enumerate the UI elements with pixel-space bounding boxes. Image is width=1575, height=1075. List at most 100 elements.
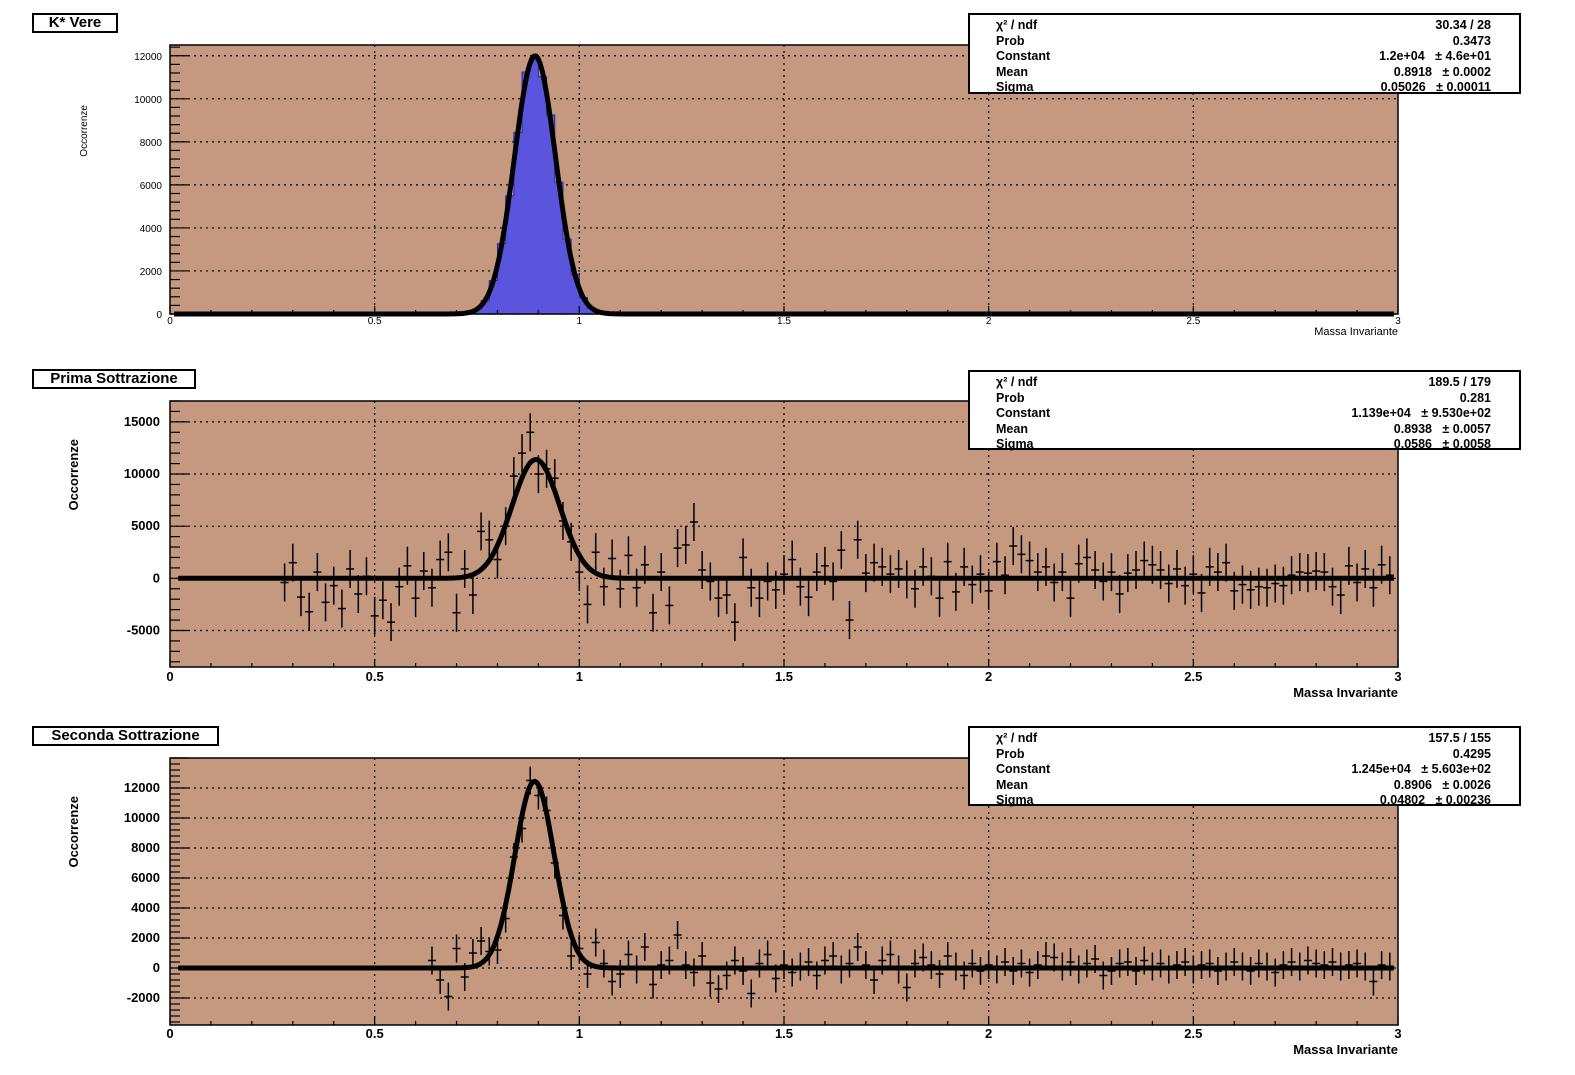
- fit-stats-box: χ² / ndf 30.34 / 28 Prob 0.3473 Constant 1.2e…: [968, 13, 1521, 94]
- x-tick-label: 1.5: [775, 669, 793, 684]
- y-tick-label: 10000: [124, 466, 160, 481]
- stats-row: Sigma 0.0586 ± 0.0058: [970, 437, 1519, 452]
- x-tick-label: 0: [167, 316, 173, 327]
- stats-row: Mean 0.8906 ± 0.0026: [970, 778, 1519, 793]
- y-tick-label: 2000: [140, 267, 163, 278]
- x-tick-label: 2.5: [1184, 1026, 1202, 1041]
- fit-stats-box: χ² / ndf 189.5 / 179 Prob 0.281 Constant 1.13…: [968, 370, 1521, 452]
- stats-value: 0.0586 ± 0.0058: [1393, 437, 1491, 451]
- y-tick-label: 10000: [124, 810, 160, 825]
- x-tick-label: 0.5: [366, 1026, 384, 1041]
- x-tick-label: 1: [577, 316, 583, 327]
- y-tick-label: -2000: [127, 990, 160, 1005]
- stats-value: 189.5 / 179: [1428, 375, 1491, 389]
- stats-value: 0.4295: [1452, 747, 1491, 761]
- stats-value: 0.8918 ± 0.0002: [1393, 65, 1491, 79]
- stats-row: Mean 0.8918 ± 0.0002: [970, 65, 1519, 80]
- x-tick-label: 1: [576, 1026, 583, 1041]
- x-tick-label: 2: [986, 316, 992, 327]
- x-tick-label: 2.5: [1186, 316, 1200, 327]
- stats-row: Mean 0.8938 ± 0.0057: [970, 422, 1519, 437]
- stats-row: χ² / ndf 189.5 / 179: [970, 375, 1519, 390]
- stats-label: Mean: [996, 778, 1028, 792]
- stats-value: 1.139e+04 ± 9.530e+02: [1351, 406, 1491, 420]
- stats-label: Sigma: [996, 80, 1034, 94]
- y-tick-label: 12000: [124, 780, 160, 795]
- x-tick-label: 3: [1394, 669, 1401, 684]
- x-tick-label: 2: [985, 1026, 992, 1041]
- x-tick-label: 1: [576, 669, 583, 684]
- stats-label: Mean: [996, 65, 1028, 79]
- stats-value: 0.281: [1459, 391, 1491, 405]
- y-tick-label: 5000: [131, 518, 160, 533]
- y-tick-label: 12000: [134, 52, 162, 63]
- x-axis-label: Massa Invariante: [1293, 685, 1398, 700]
- stats-label: Prob: [996, 391, 1025, 405]
- fit-curve: [177, 457, 1395, 581]
- stats-value: 0.8906 ± 0.0026: [1393, 778, 1491, 792]
- y-tick-label: 6000: [131, 870, 160, 885]
- y-tick-label: 15000: [124, 414, 160, 429]
- stats-label: χ² / ndf: [996, 18, 1038, 32]
- y-tick-label: 2000: [131, 930, 160, 945]
- y-tick-label: 0: [153, 960, 160, 975]
- stats-row: Sigma 0.04802 ± 0.00236: [970, 793, 1519, 808]
- x-tick-label: 2: [985, 669, 992, 684]
- stats-label: χ² / ndf: [996, 731, 1038, 745]
- stats-label: Prob: [996, 747, 1025, 761]
- x-axis-label: Massa Invariante: [1314, 326, 1398, 338]
- stats-row: Constant 1.245e+04 ± 5.603e+02: [970, 762, 1519, 777]
- stats-label: Mean: [996, 422, 1028, 436]
- y-tick-label: 8000: [131, 840, 160, 855]
- plot-title: K* Vere: [32, 13, 118, 33]
- y-tick-label: 0: [153, 570, 160, 585]
- stats-value: 0.04802 ± 0.00236: [1379, 793, 1491, 807]
- y-tick-label: 4000: [131, 900, 160, 915]
- x-tick-label: 1.5: [775, 1026, 793, 1041]
- stats-row: χ² / ndf 157.5 / 155: [970, 731, 1519, 746]
- stats-label: Sigma: [996, 437, 1034, 451]
- x-tick-label: 1.5: [777, 316, 791, 327]
- stats-row: Sigma 0.05026 ± 0.00011: [970, 80, 1519, 95]
- y-tick-label: 10000: [134, 95, 162, 106]
- x-tick-label: 0: [166, 669, 173, 684]
- stats-row: Prob 0.3473: [970, 34, 1519, 49]
- y-tick-label: 6000: [140, 181, 163, 192]
- y-tick-label: 8000: [140, 138, 163, 149]
- y-axis-label: Occorrenze: [66, 796, 81, 868]
- stats-row: Constant 1.2e+04 ± 4.6e+01: [970, 49, 1519, 64]
- stats-label: Constant: [996, 49, 1051, 63]
- x-tick-label: 3: [1394, 1026, 1401, 1041]
- stats-label: Prob: [996, 34, 1025, 48]
- stats-value: 0.8938 ± 0.0057: [1393, 422, 1491, 436]
- x-tick-label: 3: [1395, 316, 1401, 327]
- x-tick-label: 0: [166, 1026, 173, 1041]
- stats-label: χ² / ndf: [996, 375, 1038, 389]
- x-tick-label: 2.5: [1184, 669, 1202, 684]
- y-tick-label: 4000: [140, 224, 163, 235]
- y-tick-label: -5000: [127, 622, 160, 637]
- x-tick-label: 0.5: [366, 669, 384, 684]
- x-axis-label: Massa Invariante: [1293, 1042, 1398, 1057]
- plot-title: Prima Sottrazione: [32, 369, 196, 389]
- fit-stats-box: χ² / ndf 157.5 / 155 Prob 0.4295 Constant 1.2…: [968, 726, 1521, 808]
- stats-value: 1.2e+04 ± 4.6e+01: [1379, 49, 1491, 63]
- y-axis-label: Occorrenze: [66, 439, 81, 511]
- stats-label: Sigma: [996, 793, 1034, 807]
- stats-row: Prob 0.4295: [970, 747, 1519, 762]
- stats-label: Constant: [996, 762, 1051, 776]
- stats-value: 1.245e+04 ± 5.603e+02: [1351, 762, 1491, 776]
- y-axis-label: Occorrenze: [79, 105, 90, 157]
- stats-row: Prob 0.281: [970, 391, 1519, 406]
- stats-row: χ² / ndf 30.34 / 28: [970, 18, 1519, 33]
- stats-value: 0.3473: [1452, 34, 1491, 48]
- stats-label: Constant: [996, 406, 1051, 420]
- plot-title: Seconda Sottrazione: [32, 726, 219, 746]
- y-tick-label: 0: [156, 310, 162, 321]
- stats-row: Constant 1.139e+04 ± 9.530e+02: [970, 406, 1519, 421]
- stats-value: 30.34 / 28: [1435, 18, 1491, 32]
- stats-value: 157.5 / 155: [1428, 731, 1491, 745]
- x-tick-label: 0.5: [368, 316, 382, 327]
